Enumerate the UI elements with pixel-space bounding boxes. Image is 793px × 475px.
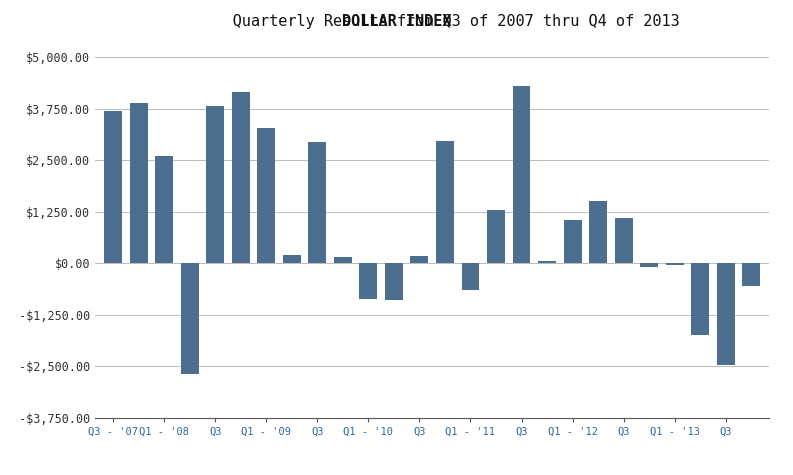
Bar <box>334 257 352 263</box>
Bar <box>717 263 735 365</box>
Bar <box>181 263 198 374</box>
Bar <box>640 263 658 267</box>
Bar <box>615 218 633 263</box>
Bar <box>232 92 250 263</box>
Bar <box>155 156 173 263</box>
Bar <box>206 105 224 263</box>
Bar <box>283 255 301 263</box>
Bar <box>538 261 556 263</box>
Bar <box>462 263 480 290</box>
Bar <box>257 128 275 263</box>
Bar <box>359 263 377 299</box>
Bar <box>385 263 403 300</box>
Bar <box>411 256 428 263</box>
Bar <box>487 209 505 263</box>
Bar <box>129 104 147 263</box>
Bar <box>512 86 531 263</box>
Bar <box>436 141 454 263</box>
Bar <box>308 142 326 263</box>
Bar <box>589 201 607 263</box>
Bar <box>104 111 122 263</box>
Bar <box>691 263 709 335</box>
Bar <box>742 263 760 286</box>
Bar <box>666 263 684 266</box>
Bar <box>564 220 581 263</box>
Text: DOLLAR INDEX: DOLLAR INDEX <box>342 14 451 29</box>
Text: Quarterly Results from Q3 of 2007 thru Q4 of 2013: Quarterly Results from Q3 of 2007 thru Q… <box>113 14 680 29</box>
